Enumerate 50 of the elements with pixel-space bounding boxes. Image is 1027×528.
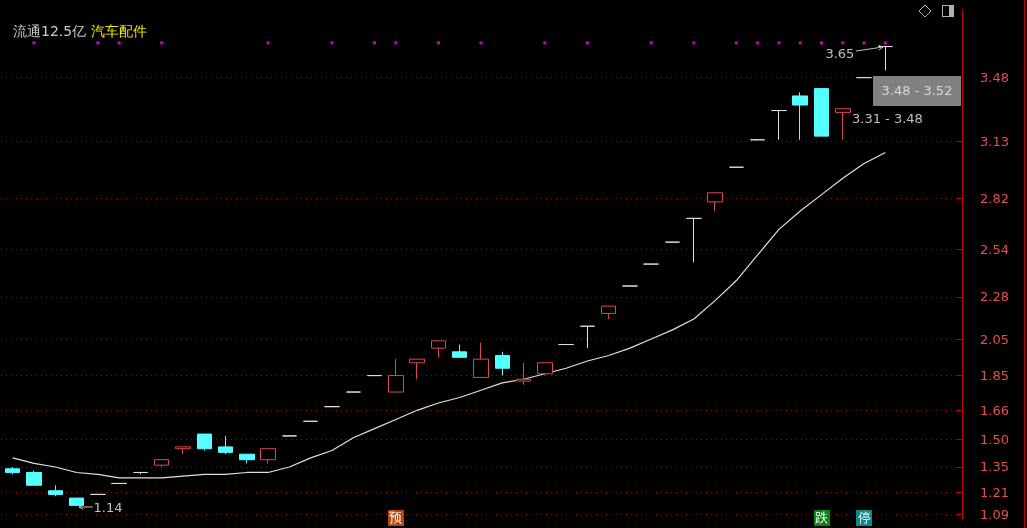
y-tick-label: 2.54 — [980, 241, 1009, 257]
candlestick — [707, 192, 723, 212]
candlestick — [175, 446, 191, 455]
y-tick-label: 3.48 — [980, 70, 1009, 86]
text: 汽车配件 — [91, 23, 147, 39]
candlestick — [239, 453, 255, 464]
y-tick-label: 2.82 — [980, 190, 1009, 206]
candlestick — [580, 325, 595, 349]
annotation: 停 — [856, 510, 873, 526]
candlestick — [154, 459, 169, 468]
y-tick-label: 1.35 — [980, 459, 1009, 475]
y-tick-label: 1.21 — [980, 485, 1009, 501]
candlestick — [452, 344, 467, 358]
annotation: 跌 — [813, 510, 830, 526]
candlestick — [260, 448, 276, 464]
annotation: 1.14 — [93, 500, 123, 516]
text: 流通12.5亿 — [13, 23, 87, 39]
annotation: 预 — [387, 510, 404, 526]
candlestick — [133, 471, 148, 475]
y-tick-label: 2.28 — [980, 289, 1009, 305]
y-tick-label: 1.50 — [980, 432, 1009, 448]
candlestick — [409, 358, 425, 380]
candlestick — [601, 305, 616, 320]
y-tick-label: 1.66 — [980, 402, 1009, 418]
annotation: 3.65 — [825, 45, 855, 61]
candlestick — [431, 340, 446, 358]
candlestick — [48, 484, 63, 497]
candlestick — [69, 497, 84, 506]
candlestick — [792, 91, 808, 141]
candlestick — [537, 362, 553, 377]
candlestick — [835, 108, 851, 141]
candlestick — [814, 88, 829, 137]
candlestick — [473, 342, 489, 378]
candlestick — [771, 110, 787, 141]
candlestick — [388, 358, 404, 393]
price-range-label: 3.31 - 3.48 — [852, 111, 923, 126]
candlestick — [878, 46, 893, 71]
line-series — [12, 151, 886, 479]
price-tag: 3.48 - 3.52 — [873, 76, 961, 106]
candlestick — [218, 435, 233, 455]
candlestick — [516, 362, 531, 386]
y-tick-label: 1.09 — [980, 507, 1009, 523]
y-tick-label: 2.05 — [980, 331, 1009, 347]
candlestick — [197, 433, 212, 452]
candlestick — [495, 351, 510, 377]
y-tick-label: 1.85 — [980, 368, 1009, 384]
candlestick — [5, 466, 20, 475]
y-tick-label: 3.13 — [980, 134, 1009, 150]
candlestick — [686, 217, 702, 263]
candlestick — [26, 470, 42, 486]
